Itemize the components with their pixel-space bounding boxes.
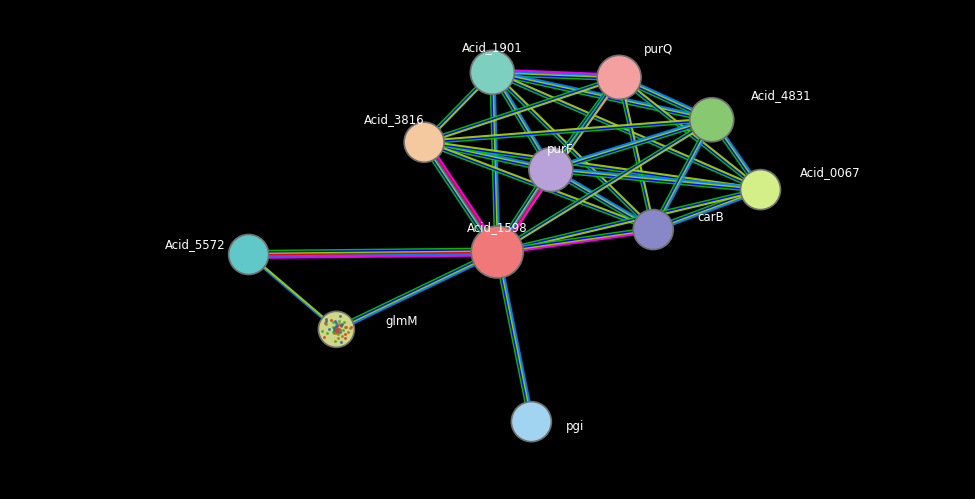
- Text: pgi: pgi: [566, 420, 584, 433]
- Circle shape: [404, 122, 445, 162]
- Text: Acid_5572: Acid_5572: [165, 238, 225, 251]
- Circle shape: [597, 55, 642, 99]
- Circle shape: [471, 226, 524, 278]
- Circle shape: [633, 210, 674, 250]
- Text: Acid_0067: Acid_0067: [800, 166, 860, 179]
- Circle shape: [511, 402, 552, 442]
- Text: purQ: purQ: [644, 43, 673, 56]
- Text: carB: carB: [697, 211, 723, 224]
- Circle shape: [528, 148, 573, 192]
- Text: Acid_4831: Acid_4831: [751, 89, 811, 102]
- Text: Acid_3816: Acid_3816: [364, 113, 424, 126]
- Circle shape: [319, 311, 354, 347]
- Text: purF: purF: [547, 143, 574, 156]
- Text: glmM: glmM: [385, 315, 417, 328]
- Circle shape: [470, 50, 515, 94]
- Text: Acid_1901: Acid_1901: [462, 41, 523, 54]
- Circle shape: [228, 235, 269, 274]
- Text: Acid_1598: Acid_1598: [467, 221, 527, 234]
- Circle shape: [689, 98, 734, 142]
- Circle shape: [740, 170, 781, 210]
